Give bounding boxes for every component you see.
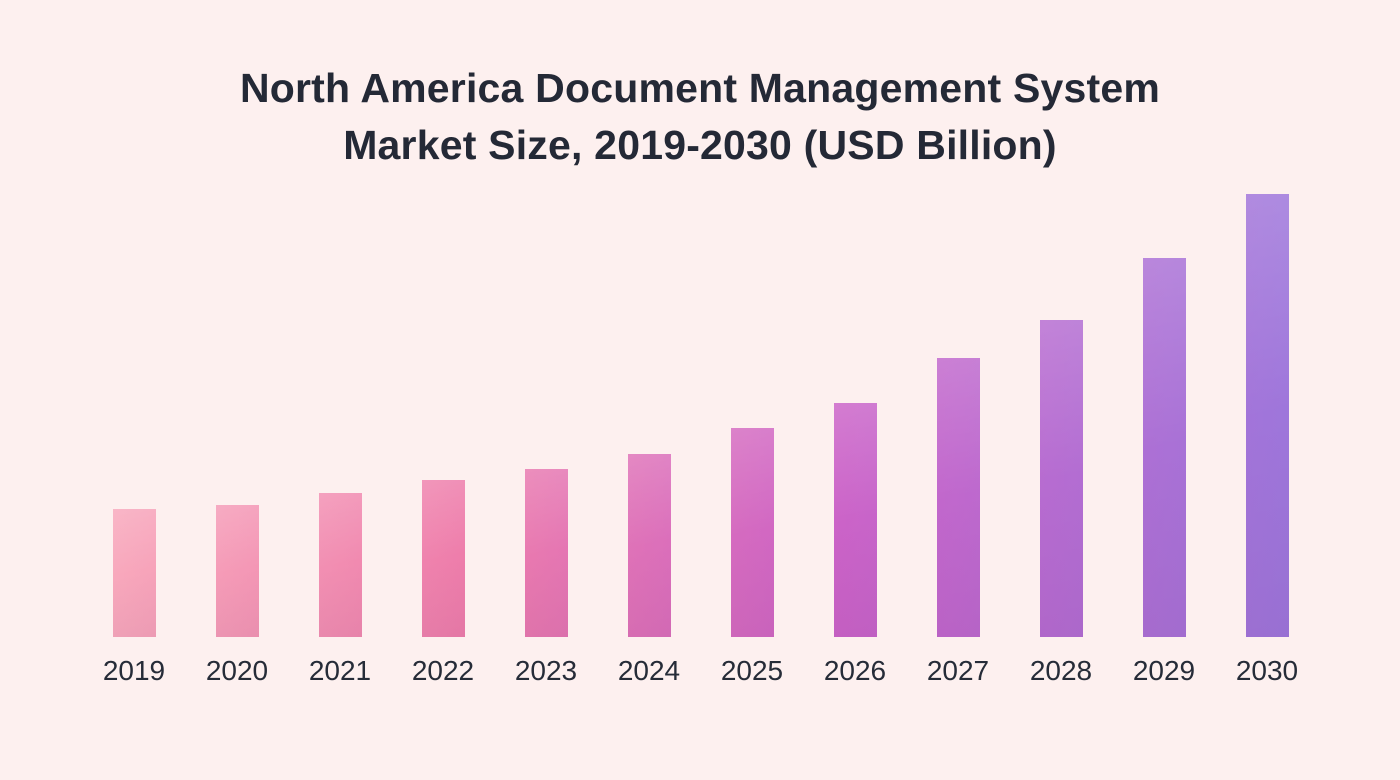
chart-title: North America Document Management System… bbox=[0, 60, 1400, 174]
x-axis-label-2020: 2020 bbox=[205, 655, 269, 686]
bar-2019 bbox=[112, 509, 156, 637]
x-axis-label-2021: 2021 bbox=[308, 655, 372, 686]
x-axis-label-2019: 2019 bbox=[102, 655, 166, 686]
x-axis-label-2030: 2030 bbox=[1235, 655, 1299, 686]
x-axis-label-2024: 2024 bbox=[617, 655, 681, 686]
chart-title-line-2: Market Size, 2019-2030 (USD Billion) bbox=[343, 122, 1057, 168]
x-axis-label-2025: 2025 bbox=[720, 655, 784, 686]
bar-2023 bbox=[524, 469, 568, 637]
bar-2020 bbox=[215, 505, 259, 637]
x-axis-label-2029: 2029 bbox=[1132, 655, 1196, 686]
bar-2030 bbox=[1245, 194, 1289, 637]
bar-2024 bbox=[627, 454, 671, 637]
bar-2022 bbox=[421, 480, 465, 637]
bar-2021 bbox=[318, 493, 362, 637]
x-axis-label-2028: 2028 bbox=[1029, 655, 1093, 686]
bar-2025 bbox=[730, 428, 774, 637]
chart-title-line-1: North America Document Management System bbox=[239, 65, 1161, 111]
x-axis-label-2026: 2026 bbox=[823, 655, 887, 686]
bar-2027 bbox=[936, 358, 980, 637]
x-axis-label-2022: 2022 bbox=[411, 655, 475, 686]
bar-2026 bbox=[833, 403, 877, 637]
bar-2029 bbox=[1142, 258, 1186, 637]
x-axis-label-2023: 2023 bbox=[514, 655, 578, 686]
bar-2028 bbox=[1039, 320, 1083, 637]
x-axis-label-2027: 2027 bbox=[926, 655, 990, 686]
